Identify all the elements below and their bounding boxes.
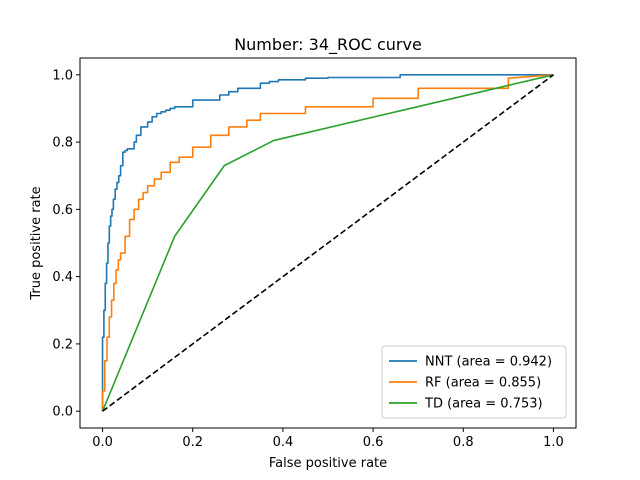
y-tick-label: 0.0 [52,405,73,420]
legend-box [381,345,567,419]
chance-diagonal [102,74,554,412]
legend-label-2: TD (area = 0.753) [424,397,543,412]
legend-label-1: RF (area = 0.855) [425,376,541,391]
y-tick-label: 0.2 [52,337,73,352]
chart-title: Number: 34_ROC curve [234,35,422,55]
legend-label-0: NNT (area = 0.942) [425,355,552,370]
y-tick-label: 1.0 [52,68,73,83]
x-tick-label: 0.6 [363,435,384,450]
y-tick-label: 0.8 [52,136,73,151]
y-tick-label: 0.4 [52,270,73,285]
series-line-2 [101,74,554,412]
x-tick-label: 0.0 [92,435,113,450]
series-line-0 [101,74,554,412]
x-axis: 0.0 0.2 0.4 0.6 0.8 1.0 [92,428,564,450]
x-tick-label: 0.4 [273,435,294,450]
series-line-1 [101,74,554,412]
x-tick-label: 0.2 [182,435,203,450]
legend: NNT (area = 0.942) RF (area = 0.855) TD (a… [381,345,567,419]
y-axis-label: True positive rate [29,186,44,300]
x-tick-label: 1.0 [543,435,564,450]
y-tick-label: 0.6 [52,203,73,218]
x-axis-label: False positive rate [269,456,387,471]
y-axis: 0.0 0.2 0.4 0.6 0.8 1.0 [52,68,80,420]
plot-lines [101,74,554,412]
x-tick-label: 0.8 [453,435,474,450]
